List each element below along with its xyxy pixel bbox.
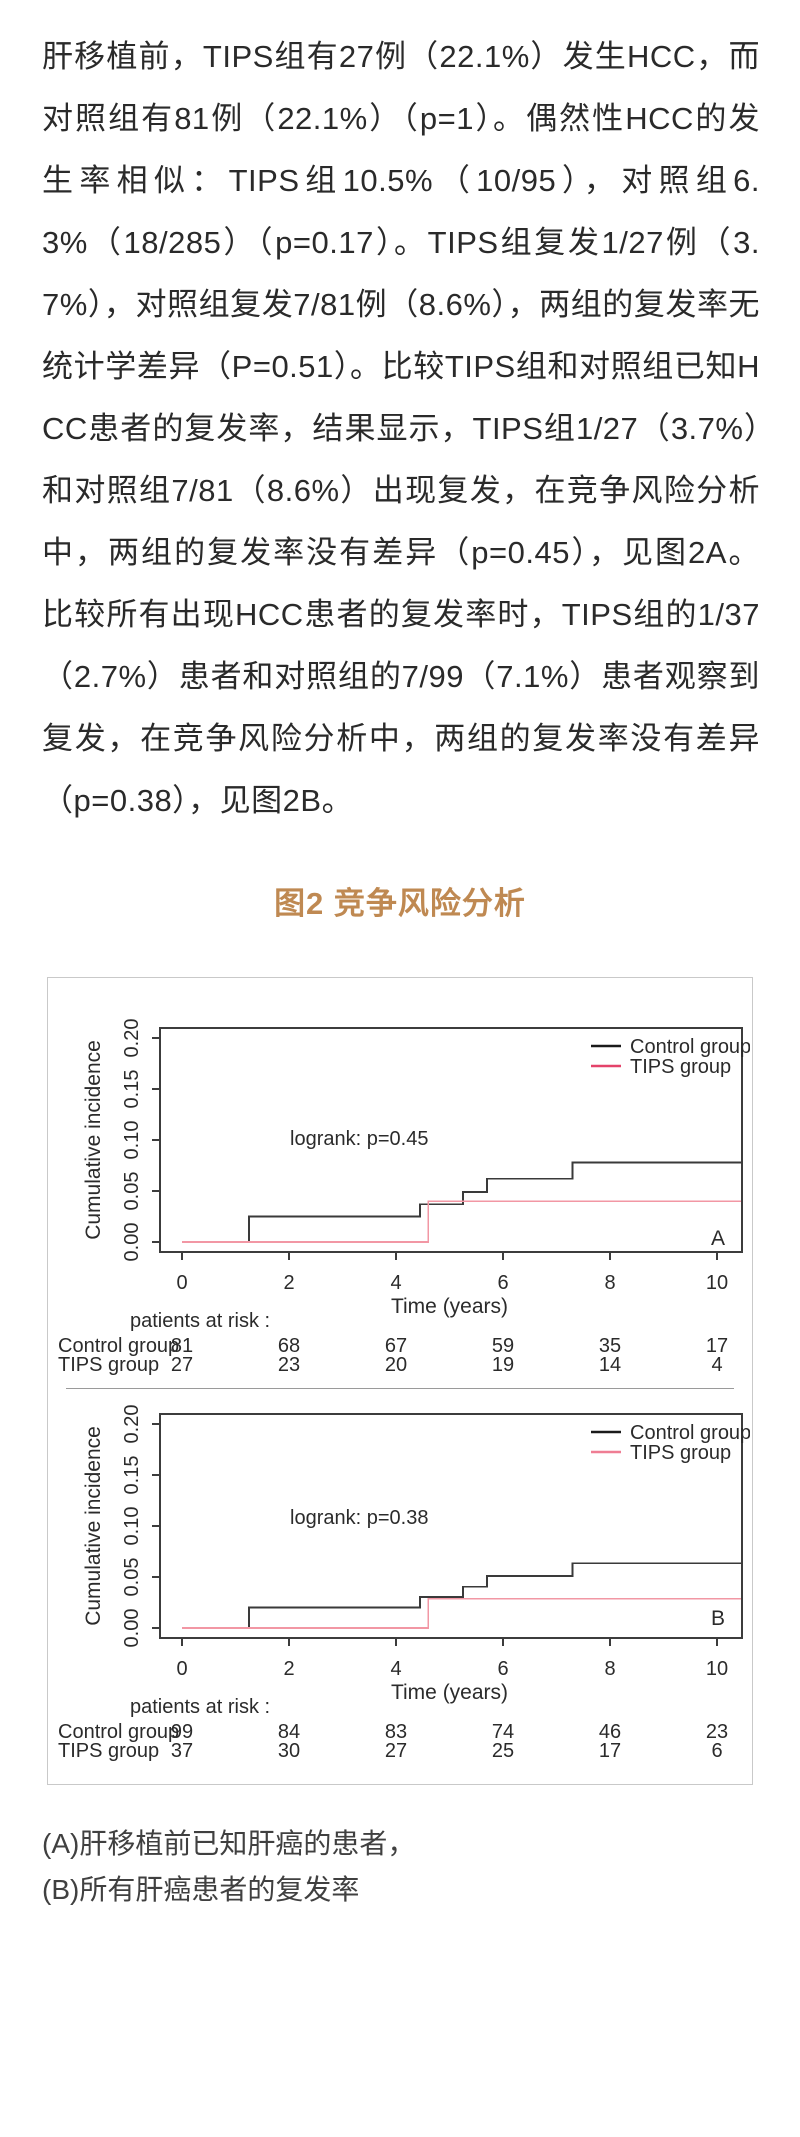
- legend-label: TIPS group: [630, 1442, 731, 1464]
- x-tick-label: 6: [497, 1272, 508, 1294]
- x-tick-label: 0: [176, 1272, 187, 1294]
- x-tick-label: 2: [283, 1272, 294, 1294]
- y-axis-title: Cumulative incidence: [82, 1040, 105, 1240]
- x-tick-label: 10: [706, 1658, 728, 1680]
- x-axis-title: Time (years): [391, 1295, 508, 1318]
- x-axis: 0 2 4 6 8 10 Time (years): [176, 1252, 728, 1318]
- competing-risk-chart-b: 0.00 0.05 0.10 0.15 0.20 Cumulative incidence…: [58, 1405, 750, 1762]
- risk-value: 67: [385, 1335, 407, 1357]
- x-tick-label: 0: [176, 1658, 187, 1680]
- logrank-annotation: logrank: p=0.38: [290, 1507, 428, 1529]
- risk-value: 6: [711, 1740, 722, 1762]
- risk-value: 17: [599, 1740, 621, 1762]
- article-page: 肝移植前，TIPS组有27例（22.1%）发生HCC，而对照组有81例（22.1…: [42, 39, 800, 1913]
- y-axis-title: Cumulative incidence: [82, 1426, 105, 1626]
- risk-value: 84: [278, 1721, 300, 1743]
- y-tick-label: 0.15: [121, 1456, 143, 1495]
- risk-value: 19: [492, 1354, 514, 1376]
- legend-label: TIPS group: [630, 1056, 731, 1078]
- y-tick-label: 0.10: [121, 1507, 143, 1546]
- y-tick-label: 0.15: [121, 1070, 143, 1109]
- risk-value: 14: [599, 1354, 621, 1376]
- panel-letter: A: [711, 1227, 725, 1250]
- figure-title: 图2 竞争风险分析: [274, 886, 526, 921]
- risk-value: 74: [492, 1721, 514, 1743]
- risk-row-label: Control group: [58, 1721, 179, 1743]
- figure-captions: (A)肝移植前已知肝癌的患者， (B)所有肝癌患者的复发率: [42, 1821, 800, 1913]
- risk-value: 81: [171, 1335, 193, 1357]
- legend-label: Control group: [630, 1422, 750, 1444]
- risk-value: 46: [599, 1721, 621, 1743]
- risk-value: 23: [706, 1721, 728, 1743]
- y-axis: 0.00 0.05 0.10 0.15 0.20 Cumulative incidence: [82, 1405, 160, 1648]
- article-paragraph: 肝移植前，TIPS组有27例（22.1%）发生HCC，而对照组有81例（22.1…: [42, 39, 760, 818]
- y-tick-label: 0.20: [121, 1405, 143, 1444]
- y-tick-label: 0.05: [121, 1172, 143, 1211]
- risk-value: 35: [599, 1335, 621, 1357]
- y-tick-label: 0.20: [121, 1019, 143, 1058]
- risk-row-label: TIPS group: [58, 1740, 159, 1762]
- risk-value: 68: [278, 1335, 300, 1357]
- y-tick-label: 0.10: [121, 1121, 143, 1160]
- y-tick-label: 0.05: [121, 1558, 143, 1597]
- y-tick-label: 0.00: [121, 1223, 143, 1262]
- y-axis: 0.00 0.05 0.10 0.15 0.20 Cumulative incidence: [82, 1019, 160, 1262]
- control-curve: [182, 1161, 742, 1243]
- x-tick-label: 4: [390, 1272, 401, 1294]
- x-tick-label: 8: [604, 1272, 615, 1294]
- x-tick-label: 6: [497, 1658, 508, 1680]
- x-tick-label: 10: [706, 1272, 728, 1294]
- risk-value: 83: [385, 1721, 407, 1743]
- panel-letter: B: [711, 1607, 725, 1630]
- risk-value: 4: [711, 1354, 722, 1376]
- x-axis: 0 2 4 6 8 10 Time (years): [176, 1638, 728, 1704]
- risk-table-header: patients at risk :: [130, 1310, 270, 1332]
- legend-label: Control group: [630, 1036, 750, 1058]
- risk-value: 30: [278, 1740, 300, 1762]
- caption-a: (A)肝移植前已知肝癌的患者，: [42, 1828, 416, 1859]
- risk-value: 23: [278, 1354, 300, 1376]
- x-tick-label: 2: [283, 1658, 294, 1680]
- risk-table-header: patients at risk :: [130, 1696, 270, 1718]
- tips-curve: [182, 1598, 742, 1629]
- y-tick-label: 0.00: [121, 1609, 143, 1648]
- risk-value: 99: [171, 1721, 193, 1743]
- risk-value: 27: [171, 1354, 193, 1376]
- risk-row-label: TIPS group: [58, 1354, 159, 1376]
- risk-value: 20: [385, 1354, 407, 1376]
- risk-value: 25: [492, 1740, 514, 1762]
- competing-risk-chart-a: 0.00 0.05 0.10 0.15 0.20 Cumulative incidence…: [58, 1019, 750, 1376]
- caption-b: (B)所有肝癌患者的复发率: [42, 1874, 360, 1905]
- x-tick-label: 4: [390, 1658, 401, 1680]
- logrank-annotation: logrank: p=0.45: [290, 1128, 428, 1150]
- tips-curve: [182, 1200, 742, 1243]
- figure-divider: [66, 1388, 734, 1389]
- risk-row-label: Control group: [58, 1335, 179, 1357]
- risk-value: 59: [492, 1335, 514, 1357]
- control-curve: [182, 1562, 742, 1629]
- x-axis-title: Time (years): [391, 1681, 508, 1704]
- risk-value: 27: [385, 1740, 407, 1762]
- x-tick-label: 8: [604, 1658, 615, 1680]
- figure-2: 0.00 0.05 0.10 0.15 0.20 Cumulative incidence…: [47, 977, 753, 1785]
- risk-value: 17: [706, 1335, 728, 1357]
- risk-value: 37: [171, 1740, 193, 1762]
